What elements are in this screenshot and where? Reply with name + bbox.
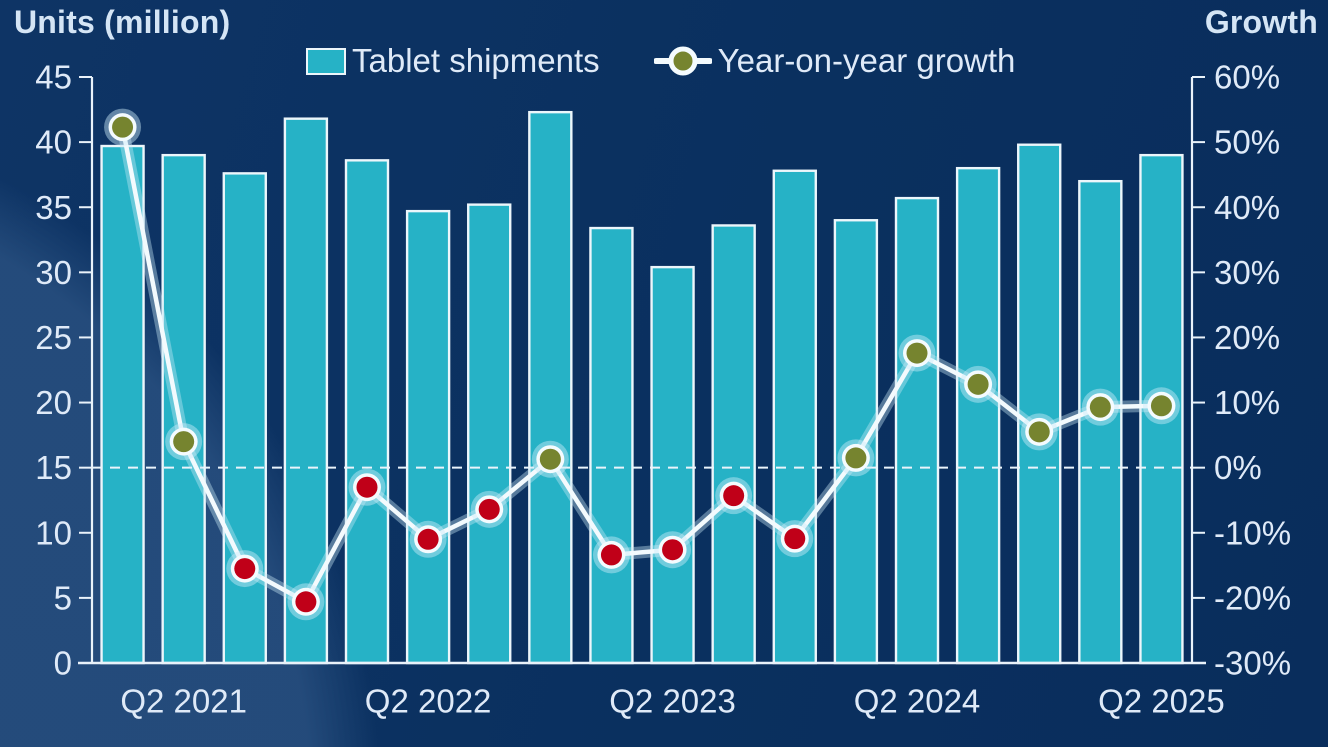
bar-q3-2022	[467, 203, 512, 665]
right-axis-label-50: 50%	[1214, 124, 1280, 161]
right-axis-label-40: 40%	[1214, 189, 1280, 226]
right-axis-label-30: 30%	[1214, 254, 1280, 291]
marker-q1-2025	[1089, 396, 1111, 418]
marker-q4-2024	[1028, 421, 1050, 443]
marker-q1-2023	[600, 544, 622, 566]
x-tick-label-q2-2023: Q2 2023	[609, 683, 736, 720]
marker-q3-2021	[234, 558, 256, 580]
left-axis-label-35: 35	[35, 189, 72, 226]
x-tick-label-q2-2022: Q2 2022	[365, 683, 492, 720]
bar-q4-2022	[528, 110, 573, 665]
left-axis-label-30: 30	[35, 254, 72, 291]
bar-q3-2023	[711, 224, 756, 665]
right-axis-label-20: 20%	[1214, 319, 1280, 356]
right-axis-label-10: 10%	[1214, 384, 1280, 421]
growth-line	[120, 124, 1164, 605]
marker-q2-2022	[417, 528, 439, 550]
marker-q2-2024	[906, 342, 928, 364]
bar-q2-2023	[650, 265, 695, 665]
growth-line-glow	[116, 121, 1168, 608]
bar-q3-2024	[955, 166, 1001, 665]
left-axis-label-40: 40	[35, 124, 72, 161]
legend: Tablet shipments Year-on-year growth	[306, 42, 1015, 80]
bar-q2-2021	[161, 153, 206, 665]
marker-q1-2024	[845, 447, 867, 469]
left-axis-label-0: 0	[54, 645, 72, 682]
marker-q4-2021	[295, 591, 317, 613]
marker-q2-2021	[173, 431, 195, 453]
bar-q2-2022	[405, 209, 451, 665]
bar-q2-2024	[894, 196, 940, 665]
right-axis-label-0: 0%	[1214, 449, 1262, 486]
bar-q4-2024	[1017, 143, 1062, 665]
bar-q3-2021	[222, 172, 267, 665]
marker-q4-2023	[784, 528, 806, 550]
marker-q1-2022	[356, 476, 378, 498]
legend-label-tablet-shipments: Tablet shipments	[352, 42, 600, 79]
right-axis-label--30: -30%	[1214, 645, 1291, 682]
left-axis-label-25: 25	[35, 319, 72, 356]
right-axis-label--10: -10%	[1214, 514, 1291, 551]
left-axis-label-45: 45	[35, 59, 72, 96]
x-tick-label-q2-2025: Q2 2025	[1098, 683, 1225, 720]
left-axis-label-20: 20	[35, 384, 72, 421]
legend-item-tablet-shipments: Tablet shipments	[306, 42, 600, 80]
marker-q4-2022	[539, 448, 561, 470]
legend-label-yoy-growth: Year-on-year growth	[717, 42, 1016, 79]
x-tick-label-q2-2024: Q2 2024	[854, 683, 981, 720]
bar-q4-2023	[772, 169, 817, 665]
right-axis-label--20: -20%	[1214, 579, 1291, 616]
marker-q2-2025	[1150, 395, 1172, 417]
marker-q1-2021	[112, 116, 134, 138]
bar-q1-2023	[589, 226, 634, 665]
marker-q2-2023	[662, 539, 684, 561]
bar-q1-2024	[833, 219, 879, 665]
marker-q3-2022	[478, 498, 500, 520]
legend-line-marker-icon	[653, 46, 712, 76]
left-axis-label-5: 5	[54, 579, 72, 616]
x-tick-label-q2-2021: Q2 2021	[120, 683, 247, 720]
right-axis-title: Growth	[1204, 4, 1318, 40]
left-axis-label-10: 10	[35, 514, 72, 551]
left-axis-title: Units (million)	[14, 4, 231, 40]
legend-item-yoy-growth: Year-on-year growth	[653, 42, 1016, 80]
bar-q1-2022	[344, 159, 390, 665]
right-axis-label-60: 60%	[1214, 59, 1280, 96]
marker-q3-2023	[723, 485, 745, 507]
bar-q1-2025	[1078, 179, 1123, 665]
marker-q3-2024	[967, 373, 989, 395]
left-axis-label-15: 15	[35, 449, 72, 486]
legend-bar-swatch-icon	[306, 47, 346, 75]
